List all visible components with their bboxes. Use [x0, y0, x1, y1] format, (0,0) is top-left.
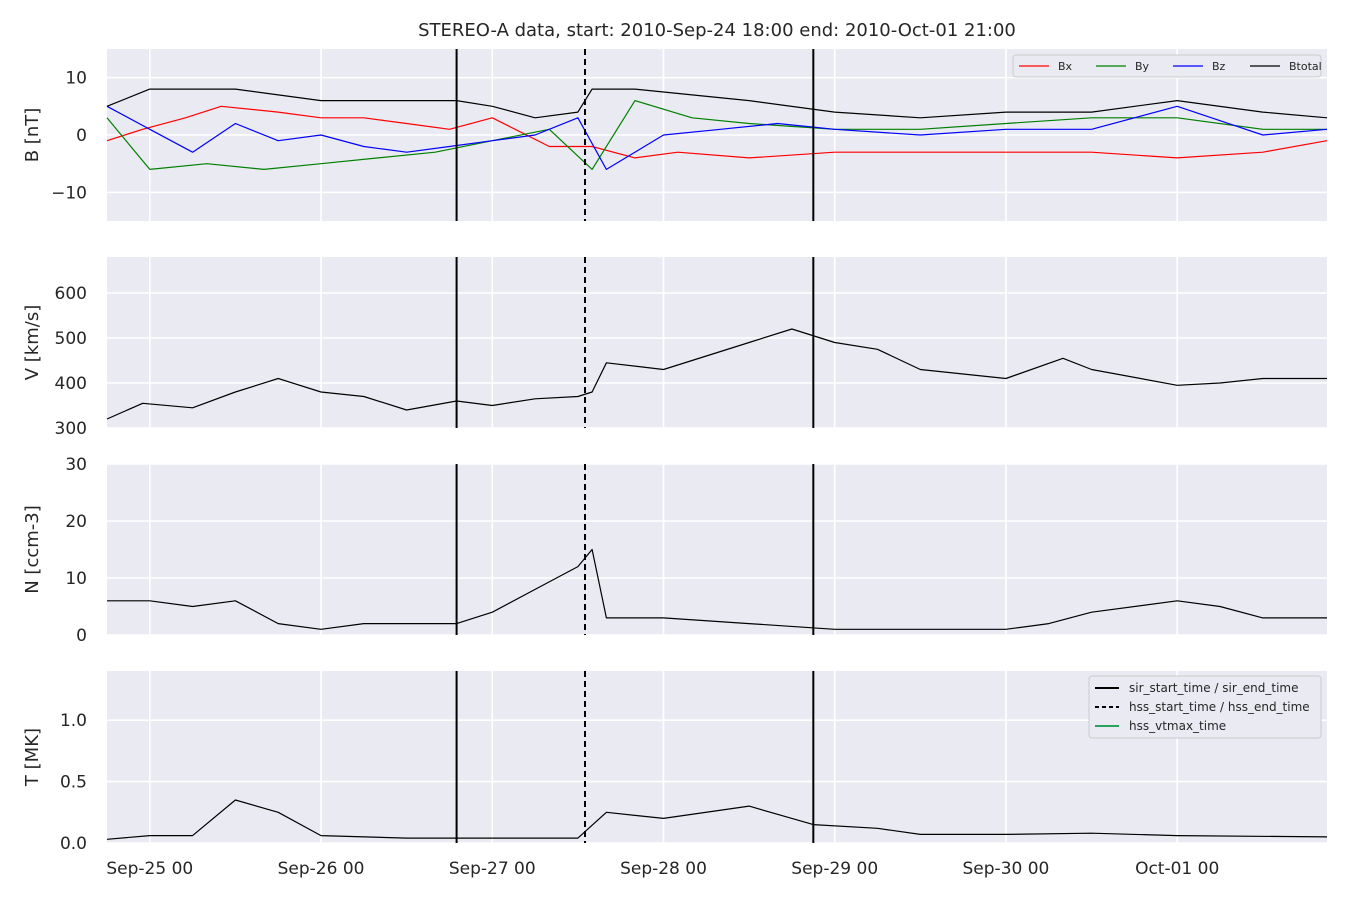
- y-tick-label: 20: [65, 512, 87, 532]
- y-axis-label: N [ccm-3]: [22, 505, 43, 594]
- legend-label: hss_start_time / hss_end_time: [1129, 700, 1310, 714]
- series-line-bx: [106, 105, 1328, 159]
- y-tick-label: −10: [51, 183, 87, 203]
- series-line-bz: [106, 105, 1328, 170]
- series-line-v: [106, 328, 1327, 420]
- x-tick-label: Sep-28 00: [620, 859, 707, 879]
- y-tick-label: 0.5: [60, 773, 87, 793]
- series-line-t: [106, 799, 1328, 840]
- plot-area: [107, 257, 1327, 428]
- x-tick-label: Sep-29 00: [791, 859, 878, 879]
- y-tick-label: 0.0: [60, 834, 87, 854]
- y-tick-label: 0: [76, 126, 87, 146]
- x-tick-label: Sep-26 00: [278, 859, 365, 879]
- plot-area: [107, 464, 1327, 635]
- legend-label: Bz: [1212, 60, 1226, 73]
- legend-box: [1088, 675, 1322, 739]
- y-tick-label: 30: [65, 455, 87, 475]
- y-tick-label: 0: [76, 626, 87, 646]
- legend-box: [1012, 54, 1322, 78]
- series-line-btotal: [106, 88, 1328, 119]
- legend-label: hss_vtmax_time: [1129, 719, 1226, 733]
- y-axis-label: V [km/s]: [22, 305, 43, 380]
- y-tick-label: 500: [55, 329, 87, 349]
- legend-label: sir_start_time / sir_end_time: [1129, 681, 1299, 695]
- legend-label: Btotal: [1289, 60, 1322, 73]
- legend-label: Bx: [1058, 60, 1073, 73]
- y-tick-label: 10: [65, 569, 87, 589]
- y-tick-label: 400: [55, 374, 87, 394]
- y-tick-label: 600: [55, 284, 87, 304]
- x-tick-label: Sep-27 00: [449, 859, 536, 879]
- series-line-by: [106, 99, 1327, 170]
- y-tick-label: 10: [65, 69, 87, 89]
- x-tick-label: Sep-30 00: [963, 859, 1050, 879]
- y-tick-label: 300: [55, 419, 87, 439]
- series-line-n: [107, 548, 1327, 630]
- x-tick-label: Sep-25 00: [106, 859, 193, 879]
- chart-title: STEREO-A data, start: 2010-Sep-24 18:00 …: [418, 20, 1016, 41]
- y-axis-label: B [nT]: [22, 108, 43, 163]
- y-tick-label: 1.0: [60, 711, 87, 731]
- y-axis-label: T [MK]: [22, 728, 43, 787]
- x-tick-label: Oct-01 00: [1135, 859, 1219, 879]
- legend-label: By: [1135, 60, 1150, 73]
